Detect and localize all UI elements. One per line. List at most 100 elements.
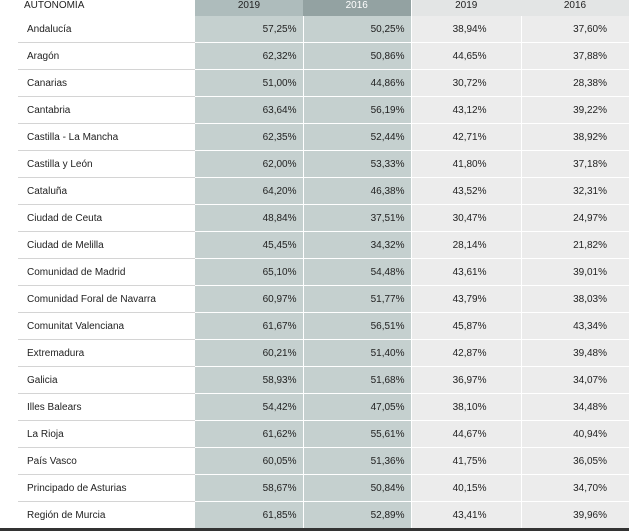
header-col-d: 2016 <box>521 0 629 16</box>
table-row: Ciudad de Melilla 45,45% 34,32% 28,14% 21,82… <box>18 231 629 259</box>
region-cell: Canarias <box>18 69 195 97</box>
table-header: AUTONOMÍA 2019 2016 2019 2016 <box>18 0 629 16</box>
value-cell-c: 43,12% <box>410 96 521 124</box>
region-cell: Ciudad de Ceuta <box>18 204 195 232</box>
value-cell-d: 24,97% <box>520 204 629 232</box>
value-cell-d: 36,05% <box>520 447 629 475</box>
table-row: Ciudad de Ceuta 48,84% 37,51% 30,47% 24,97% <box>18 204 629 232</box>
region-cell: La Rioja <box>18 420 195 448</box>
value-cell-c: 28,14% <box>410 231 521 259</box>
region-cell: Comunidad de Madrid <box>18 258 195 286</box>
bottom-rule <box>0 528 629 531</box>
region-cell: País Vasco <box>18 447 195 475</box>
value-cell-a: 61,85% <box>195 501 303 529</box>
table-row: Andalucía 57,25% 50,25% 38,94% 37,60% <box>18 16 629 43</box>
value-cell-d: 37,18% <box>520 150 629 178</box>
table-row: Principado de Asturias 58,67% 50,84% 40,15%… <box>18 474 629 502</box>
table-row: Cantabria 63,64% 56,19% 43,12% 39,22% <box>18 96 629 124</box>
region-cell: Aragón <box>18 42 195 70</box>
value-cell-a: 62,32% <box>195 42 303 70</box>
value-cell-b: 50,84% <box>302 474 411 502</box>
value-cell-a: 57,25% <box>195 16 303 43</box>
value-cell-a: 60,05% <box>195 447 303 475</box>
value-cell-a: 54,42% <box>195 393 303 421</box>
value-cell-b: 52,89% <box>302 501 411 529</box>
value-cell-c: 43,52% <box>410 177 521 205</box>
value-cell-c: 36,97% <box>410 366 521 394</box>
value-cell-d: 38,03% <box>520 285 629 313</box>
data-table: AUTONOMÍA 2019 2016 2019 2016 Andalucía 5… <box>18 0 629 529</box>
value-cell-c: 30,72% <box>410 69 521 97</box>
value-cell-d: 21,82% <box>520 231 629 259</box>
region-cell: Illes Balears <box>18 393 195 421</box>
region-cell: Castilla - La Mancha <box>18 123 195 151</box>
value-cell-c: 38,10% <box>410 393 521 421</box>
region-cell: Comunitat Valenciana <box>18 312 195 340</box>
value-cell-d: 43,34% <box>520 312 629 340</box>
value-cell-a: 62,35% <box>195 123 303 151</box>
value-cell-b: 51,36% <box>302 447 411 475</box>
value-cell-d: 39,96% <box>520 501 629 529</box>
table-row: Región de Murcia 61,85% 52,89% 43,41% 39,96% <box>18 501 629 529</box>
value-cell-c: 42,87% <box>410 339 521 367</box>
value-cell-b: 46,38% <box>302 177 411 205</box>
value-cell-c: 43,41% <box>410 501 521 529</box>
value-cell-d: 39,48% <box>520 339 629 367</box>
value-cell-a: 63,64% <box>195 96 303 124</box>
value-cell-d: 39,01% <box>520 258 629 286</box>
value-cell-c: 44,65% <box>410 42 521 70</box>
value-cell-c: 41,80% <box>410 150 521 178</box>
table-row: Canarias 51,00% 44,86% 30,72% 28,38% <box>18 69 629 97</box>
header-col-c: 2019 <box>410 0 521 16</box>
value-cell-c: 41,75% <box>410 447 521 475</box>
table-row: La Rioja 61,62% 55,61% 44,67% 40,94% <box>18 420 629 448</box>
region-cell: Cantabria <box>18 96 195 124</box>
value-cell-c: 38,94% <box>410 16 521 43</box>
header-row: AUTONOMÍA 2019 2016 2019 2016 <box>18 0 629 16</box>
value-cell-b: 52,44% <box>302 123 411 151</box>
value-cell-a: 51,00% <box>195 69 303 97</box>
table-row: Comunidad Foral de Navarra 60,97% 51,77% 43… <box>18 285 629 313</box>
table-row: Comunitat Valenciana 61,67% 56,51% 45,87% 43… <box>18 312 629 340</box>
value-cell-a: 58,93% <box>195 366 303 394</box>
value-cell-b: 56,51% <box>302 312 411 340</box>
value-cell-b: 53,33% <box>302 150 411 178</box>
table-row: Galicia 58,93% 51,68% 36,97% 34,07% <box>18 366 629 394</box>
table-row: País Vasco 60,05% 51,36% 41,75% 36,05% <box>18 447 629 475</box>
table-row: Aragón 62,32% 50,86% 44,65% 37,88% <box>18 42 629 70</box>
value-cell-b: 51,77% <box>302 285 411 313</box>
region-cell: Región de Murcia <box>18 501 195 529</box>
value-cell-b: 34,32% <box>302 231 411 259</box>
table-row: Extremadura 60,21% 51,40% 42,87% 39,48% <box>18 339 629 367</box>
value-cell-d: 40,94% <box>520 420 629 448</box>
value-cell-a: 61,62% <box>195 420 303 448</box>
region-cell: Extremadura <box>18 339 195 367</box>
value-cell-d: 39,22% <box>520 96 629 124</box>
value-cell-b: 51,40% <box>302 339 411 367</box>
value-cell-d: 32,31% <box>520 177 629 205</box>
table-body: Andalucía 57,25% 50,25% 38,94% 37,60% Aragón 6… <box>18 16 629 529</box>
header-col-b: 2016 <box>303 0 411 16</box>
value-cell-c: 45,87% <box>410 312 521 340</box>
region-cell: Principado de Asturias <box>18 474 195 502</box>
value-cell-a: 58,67% <box>195 474 303 502</box>
value-cell-a: 45,45% <box>195 231 303 259</box>
value-cell-d: 37,60% <box>520 16 629 43</box>
header-col-a: 2019 <box>195 0 303 16</box>
value-cell-b: 54,48% <box>302 258 411 286</box>
value-cell-b: 44,86% <box>302 69 411 97</box>
value-cell-d: 34,07% <box>520 366 629 394</box>
table-row: Castilla y León 62,00% 53,33% 41,80% 37,18% <box>18 150 629 178</box>
table-row: Cataluña 64,20% 46,38% 43,52% 32,31% <box>18 177 629 205</box>
value-cell-b: 55,61% <box>302 420 411 448</box>
value-cell-d: 37,88% <box>520 42 629 70</box>
value-cell-c: 42,71% <box>410 123 521 151</box>
value-cell-d: 34,70% <box>520 474 629 502</box>
region-cell: Castilla y León <box>18 150 195 178</box>
value-cell-c: 43,61% <box>410 258 521 286</box>
value-cell-b: 56,19% <box>302 96 411 124</box>
value-cell-c: 40,15% <box>410 474 521 502</box>
value-cell-d: 28,38% <box>520 69 629 97</box>
region-cell: Andalucía <box>18 16 195 43</box>
value-cell-b: 47,05% <box>302 393 411 421</box>
